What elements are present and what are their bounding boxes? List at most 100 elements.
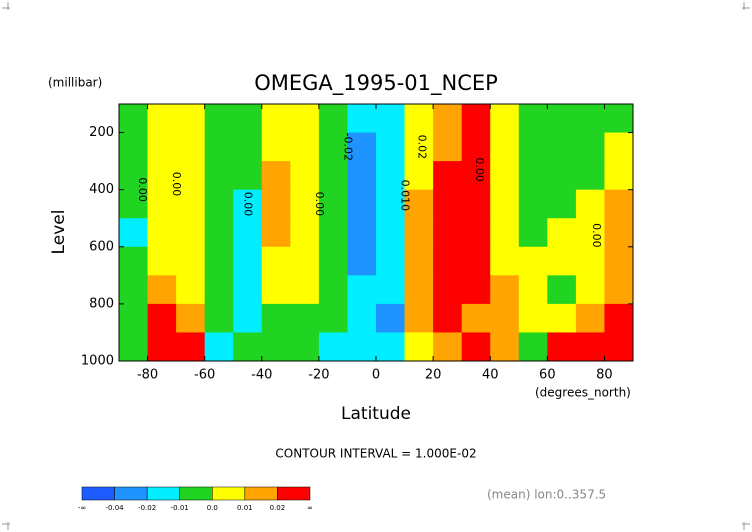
contour-cell (261, 132, 291, 162)
contour-cell (204, 303, 234, 333)
contour-cell (518, 246, 548, 276)
contour-cell (575, 218, 605, 248)
contour-cell (490, 132, 520, 162)
contour-cell (290, 189, 320, 219)
contour-label: -0.02 (341, 133, 354, 161)
contour-cell (261, 303, 291, 333)
contour-cell (404, 246, 434, 276)
contour-cell (461, 332, 491, 362)
contour-cell (119, 275, 149, 305)
contour-label: 0.00 (473, 157, 486, 182)
y-tick-label: 1000 (81, 354, 114, 369)
contour-cell (575, 332, 605, 362)
contour-cell (318, 303, 348, 333)
contour-cell (176, 218, 206, 248)
contour-cell (318, 246, 348, 276)
contour-cell (204, 132, 234, 162)
contour-cell (575, 104, 605, 134)
contour-cell (318, 161, 348, 191)
contour-cell (119, 218, 149, 248)
colorbar-label: 0.02 (270, 504, 286, 512)
contour-label: 0.00 (136, 177, 149, 202)
colorbar-box (114, 486, 148, 501)
contour-cell (119, 132, 149, 162)
contour-cell (376, 246, 406, 276)
contour-cell (318, 132, 348, 162)
contour-cell (604, 275, 634, 305)
contour-cell (261, 332, 291, 362)
contour-cell (204, 218, 234, 248)
contour-cell (204, 104, 234, 134)
contour-cell (176, 303, 206, 333)
chart-title: OMEGA_1995-01_NCEP (254, 71, 498, 96)
contour-cell (433, 132, 463, 162)
contour-cell (147, 104, 177, 134)
contour-cell (518, 132, 548, 162)
contour-cell (233, 332, 263, 362)
contour-cell (347, 332, 377, 362)
contour-cell (318, 275, 348, 305)
contour-cell (347, 161, 377, 191)
contour-cell (461, 275, 491, 305)
contour-cell (376, 218, 406, 248)
colorbar-box (244, 486, 278, 501)
contour-cell (490, 161, 520, 191)
contour-cell (347, 218, 377, 248)
contour-cell (518, 332, 548, 362)
contour-cell (233, 161, 263, 191)
colorbar-label: 0.01 (237, 504, 253, 512)
contour-cell (490, 218, 520, 248)
contour-cell (490, 104, 520, 134)
contour-cell (433, 161, 463, 191)
contour-cell (176, 332, 206, 362)
contour-cell (347, 189, 377, 219)
contour-cell (547, 189, 577, 219)
contour-cell (604, 332, 634, 362)
contour-cell (204, 275, 234, 305)
contour-cell (119, 303, 149, 333)
contour-cell (547, 104, 577, 134)
contour-cell (433, 275, 463, 305)
contour-cell (233, 275, 263, 305)
contour-label: 0.00 (313, 192, 326, 217)
contour-cell (261, 161, 291, 191)
contour-cell (176, 132, 206, 162)
contour-cell (376, 332, 406, 362)
contour-cell (318, 104, 348, 134)
contour-label: 0.00 (170, 172, 183, 197)
contour-cell (147, 275, 177, 305)
contour-cell (233, 303, 263, 333)
contour-cell (347, 246, 377, 276)
contour-cell (147, 218, 177, 248)
contour-cell (404, 303, 434, 333)
contour-cell (433, 104, 463, 134)
colorbar-label: -0.04 (106, 504, 125, 512)
contour-cell (461, 246, 491, 276)
contour-cell (547, 161, 577, 191)
y-unit: (millibar) (48, 76, 102, 90)
contour-cell (290, 303, 320, 333)
contour-cell (347, 132, 377, 162)
contour-cell (490, 246, 520, 276)
contour-cell (518, 161, 548, 191)
y-tick-label: 200 (89, 125, 114, 140)
contour-cell (290, 132, 320, 162)
y-tick-label: 400 (89, 182, 114, 197)
contour-cell (433, 189, 463, 219)
contour-cell (376, 161, 406, 191)
contour-cell (290, 104, 320, 134)
contour-cell (318, 332, 348, 362)
contour-cell (433, 246, 463, 276)
contour-cell (261, 189, 291, 219)
contour-cell (575, 132, 605, 162)
contour-cell (547, 275, 577, 305)
contour-cell (604, 132, 634, 162)
colorbar-label: -0.02 (138, 504, 156, 512)
contour-cell (433, 332, 463, 362)
x-tick-label: -20 (308, 368, 329, 383)
contour-cell (461, 104, 491, 134)
contour-cell (490, 332, 520, 362)
contour-cell (347, 303, 377, 333)
